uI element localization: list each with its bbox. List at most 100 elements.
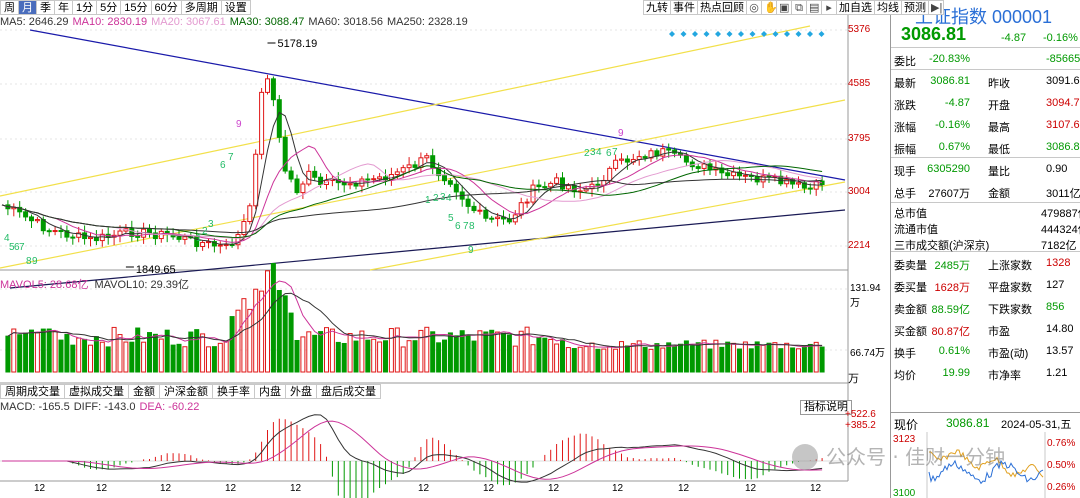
period-tab[interactable]: 多周期 [181,0,222,15]
volume-bar [748,348,754,373]
period-tab[interactable]: 设置 [221,0,251,15]
tool-button[interactable]: 事件 [671,0,698,15]
tool-button[interactable]: 预测 [902,0,929,15]
candle-body [471,205,477,212]
volume-bar [719,346,725,373]
period-tab[interactable]: 60分 [151,0,182,15]
volume-sub-tab[interactable]: 虚拟成交量 [65,384,129,399]
period-tab[interactable]: 15分 [121,0,152,15]
macd-diff-line [2,414,823,483]
volume-bar [265,270,270,373]
candle-body [93,236,99,242]
volume-bar [430,331,436,373]
candle-body [607,167,613,181]
tool-button[interactable]: 九转 [643,0,671,15]
event-marker [784,31,790,37]
ma-legend: MA5: 2646.29 MA10: 2830.19 MA20: 3067.61 MA… [0,16,472,30]
volume-bar [276,290,282,373]
x-tick-label: 12 [418,483,430,494]
volume-sub-tab[interactable]: 盘后成交量 [317,384,381,399]
hand-icon[interactable]: ✋ [762,0,778,15]
kline-chart-area[interactable]: 5178.19 1849.65 4 5 6 7 8 9 1 2 3 6 7 9 1 2 3 4 5 6 7 8 9 2 3 4 6 7… [0,0,944,498]
candle-body [524,201,530,204]
candle-body [742,174,748,177]
macd-legend-item: DEA: -60.22 [139,401,200,413]
candle-body [436,167,442,177]
volume-bar [595,348,601,373]
tool-button[interactable]: 加自选 [837,0,875,15]
volume-bar [524,326,530,373]
event-marker [761,31,767,37]
quote-value: -0.16% [935,119,970,131]
x-tick-label: 12 [483,483,495,494]
volume-bar [636,340,642,373]
ma-legend-item: MA30: 3088.47 [229,16,305,28]
volume-bar [23,332,29,373]
quote-value: -856656 [1046,53,1080,65]
candle-body [353,183,359,187]
volume-sub-tab[interactable]: 周期成交量 [0,384,65,399]
volume-sub-tab[interactable]: 换手率 [213,384,255,399]
quote-label: 最低 [988,144,1010,156]
index-title[interactable]: 上证指数 000001 [915,7,1053,27]
volume-bar [471,340,477,373]
candle-body [412,164,418,168]
event-marker [726,31,733,37]
volume-bar [766,342,772,373]
period-tab[interactable]: 年 [55,0,73,15]
price-axis-label: 5376 [848,24,871,35]
candle-body [17,206,23,213]
candle-body [70,236,76,239]
volume-bar [152,333,158,373]
candle-body [394,171,400,176]
current-date: 2024-05-31,五 [1001,419,1072,431]
td-sequence-number: 9 [236,119,242,130]
volume-sub-tab[interactable]: 外盘 [286,384,317,399]
volume-bar [135,327,141,373]
stat-row: 委卖量 2485万 上涨家数 1328 [891,252,1080,274]
market-label: 三市成交额(沪深京) [894,240,990,252]
candle-body [530,184,536,203]
quote-value: 27607万 [928,188,970,200]
play-icon[interactable]: ▸ [822,0,837,15]
volume-bar [796,348,801,373]
volume-sub-tab[interactable]: 沪深金额 [160,384,213,399]
tool-button[interactable]: 均线 [875,0,902,15]
period-tab[interactable]: 周 [0,0,19,15]
scroll-end-icon[interactable]: ▶| [929,0,944,15]
ma60-line [1,178,823,234]
candle-body [495,216,501,220]
td-sequence-number: 1 [425,195,431,206]
candle-body [58,230,64,233]
x-tick-label: 12 [160,483,172,494]
period-tab[interactable]: 季 [37,0,55,15]
eye-icon[interactable]: ◎ [747,0,762,15]
candle-body [194,236,200,248]
quote-label: 量比 [988,166,1010,178]
td-sequence-number: 8 [469,221,475,232]
candle-body [430,155,436,169]
period-tab[interactable]: 1分 [73,0,98,15]
volume-bar [713,339,719,373]
period-tab[interactable]: 月 [19,0,37,15]
macd-legend-item: DIFF: -143.0 [73,401,136,413]
ma-legend-item: MA10: 2830.19 [72,16,148,28]
ma-legend-item: MA60: 3018.56 [308,16,383,28]
volume-sub-tab[interactable]: 内盘 [255,384,286,399]
tool-button[interactable]: 热点回顾 [698,0,747,15]
lock-icon[interactable]: ▣ [777,0,792,15]
x-tick-label: 12 [548,483,560,494]
channel-line-lower [369,181,846,271]
market-row: 总市值 479887亿 [891,203,1080,220]
period-tab[interactable]: 5分 [97,0,122,15]
intraday-mini-chart[interactable]: 3123 3100 0.76% 0.50% 0.26% [891,432,1080,498]
volume-bar [807,343,813,373]
volume-sub-tab[interactable]: 金额 [129,384,160,399]
copy-icon[interactable]: ⧉ [792,0,807,15]
trash-icon[interactable]: ▤ [807,0,822,15]
volume-bar [206,346,211,373]
volume-bar [642,347,648,373]
candle-body [29,216,34,222]
indicator-help-button[interactable]: 指标说明 [800,400,852,415]
